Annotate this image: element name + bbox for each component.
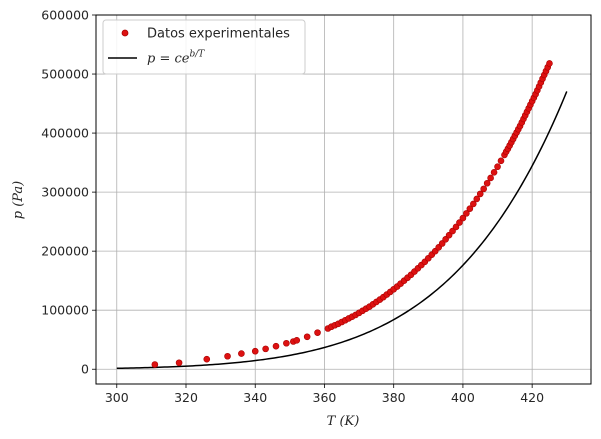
x-tick-label: 400 xyxy=(451,390,475,405)
data-point xyxy=(480,185,487,193)
legend-label-fit-exponent: b/T xyxy=(189,50,205,60)
x-axis-label: T (K) xyxy=(327,414,360,429)
data-point xyxy=(487,174,494,182)
data-point xyxy=(483,179,491,187)
legend-label-points: Datos experimentales xyxy=(147,27,290,42)
data-point xyxy=(262,345,269,353)
y-tick-label: 100000 xyxy=(41,303,89,318)
data-point xyxy=(283,339,290,347)
data-point xyxy=(456,219,463,226)
x-tick-label: 380 xyxy=(382,390,406,405)
plot-frame xyxy=(95,14,592,385)
data-point xyxy=(470,200,477,208)
fit-curve-layer xyxy=(116,91,568,370)
data-point xyxy=(251,347,259,355)
data-point xyxy=(151,361,159,368)
y-tick-label: 600000 xyxy=(41,8,89,23)
x-tick-label: 420 xyxy=(520,390,544,405)
legend-label-fit: p = ceb/T xyxy=(147,50,205,67)
y-tick-label: 500000 xyxy=(41,67,89,82)
legend-label-fit-base: p = ce xyxy=(147,52,190,67)
y-tick-label: 300000 xyxy=(41,185,89,200)
y-axis: 0 100000 200000 300000 400000 500000 600000 xyxy=(41,8,96,377)
data-point xyxy=(490,169,498,176)
x-axis: 300 320 340 360 380 400 420 xyxy=(105,384,544,405)
legend-marker-points xyxy=(121,29,129,37)
x-tick-label: 320 xyxy=(174,390,198,405)
x-tick-label: 360 xyxy=(313,390,337,405)
data-point xyxy=(272,342,280,350)
data-point xyxy=(224,352,231,360)
data-point xyxy=(452,223,460,231)
data-point xyxy=(497,157,505,165)
data-point xyxy=(314,329,321,336)
y-axis-label: p (Pa) xyxy=(11,181,26,220)
data-point xyxy=(463,210,470,217)
data-point xyxy=(546,60,553,67)
data-point xyxy=(473,195,481,203)
y-tick-label: 0 xyxy=(81,362,89,377)
data-points-layer xyxy=(151,60,553,368)
data-point xyxy=(459,214,467,222)
data-point xyxy=(203,355,211,363)
data-point xyxy=(303,333,311,341)
data-point xyxy=(238,350,245,357)
x-tick-label: 300 xyxy=(105,390,129,405)
x-tick-label: 340 xyxy=(243,390,267,405)
y-tick-label: 400000 xyxy=(41,126,89,141)
data-point xyxy=(175,359,183,367)
y-tick-label: 200000 xyxy=(41,244,89,259)
data-point xyxy=(494,163,501,171)
data-point xyxy=(476,190,484,198)
legend: Datos experimentales p = ceb/T xyxy=(102,19,306,75)
fit-curve xyxy=(116,91,568,370)
legend-box xyxy=(102,19,306,75)
data-point xyxy=(293,337,301,344)
data-point xyxy=(466,205,474,212)
